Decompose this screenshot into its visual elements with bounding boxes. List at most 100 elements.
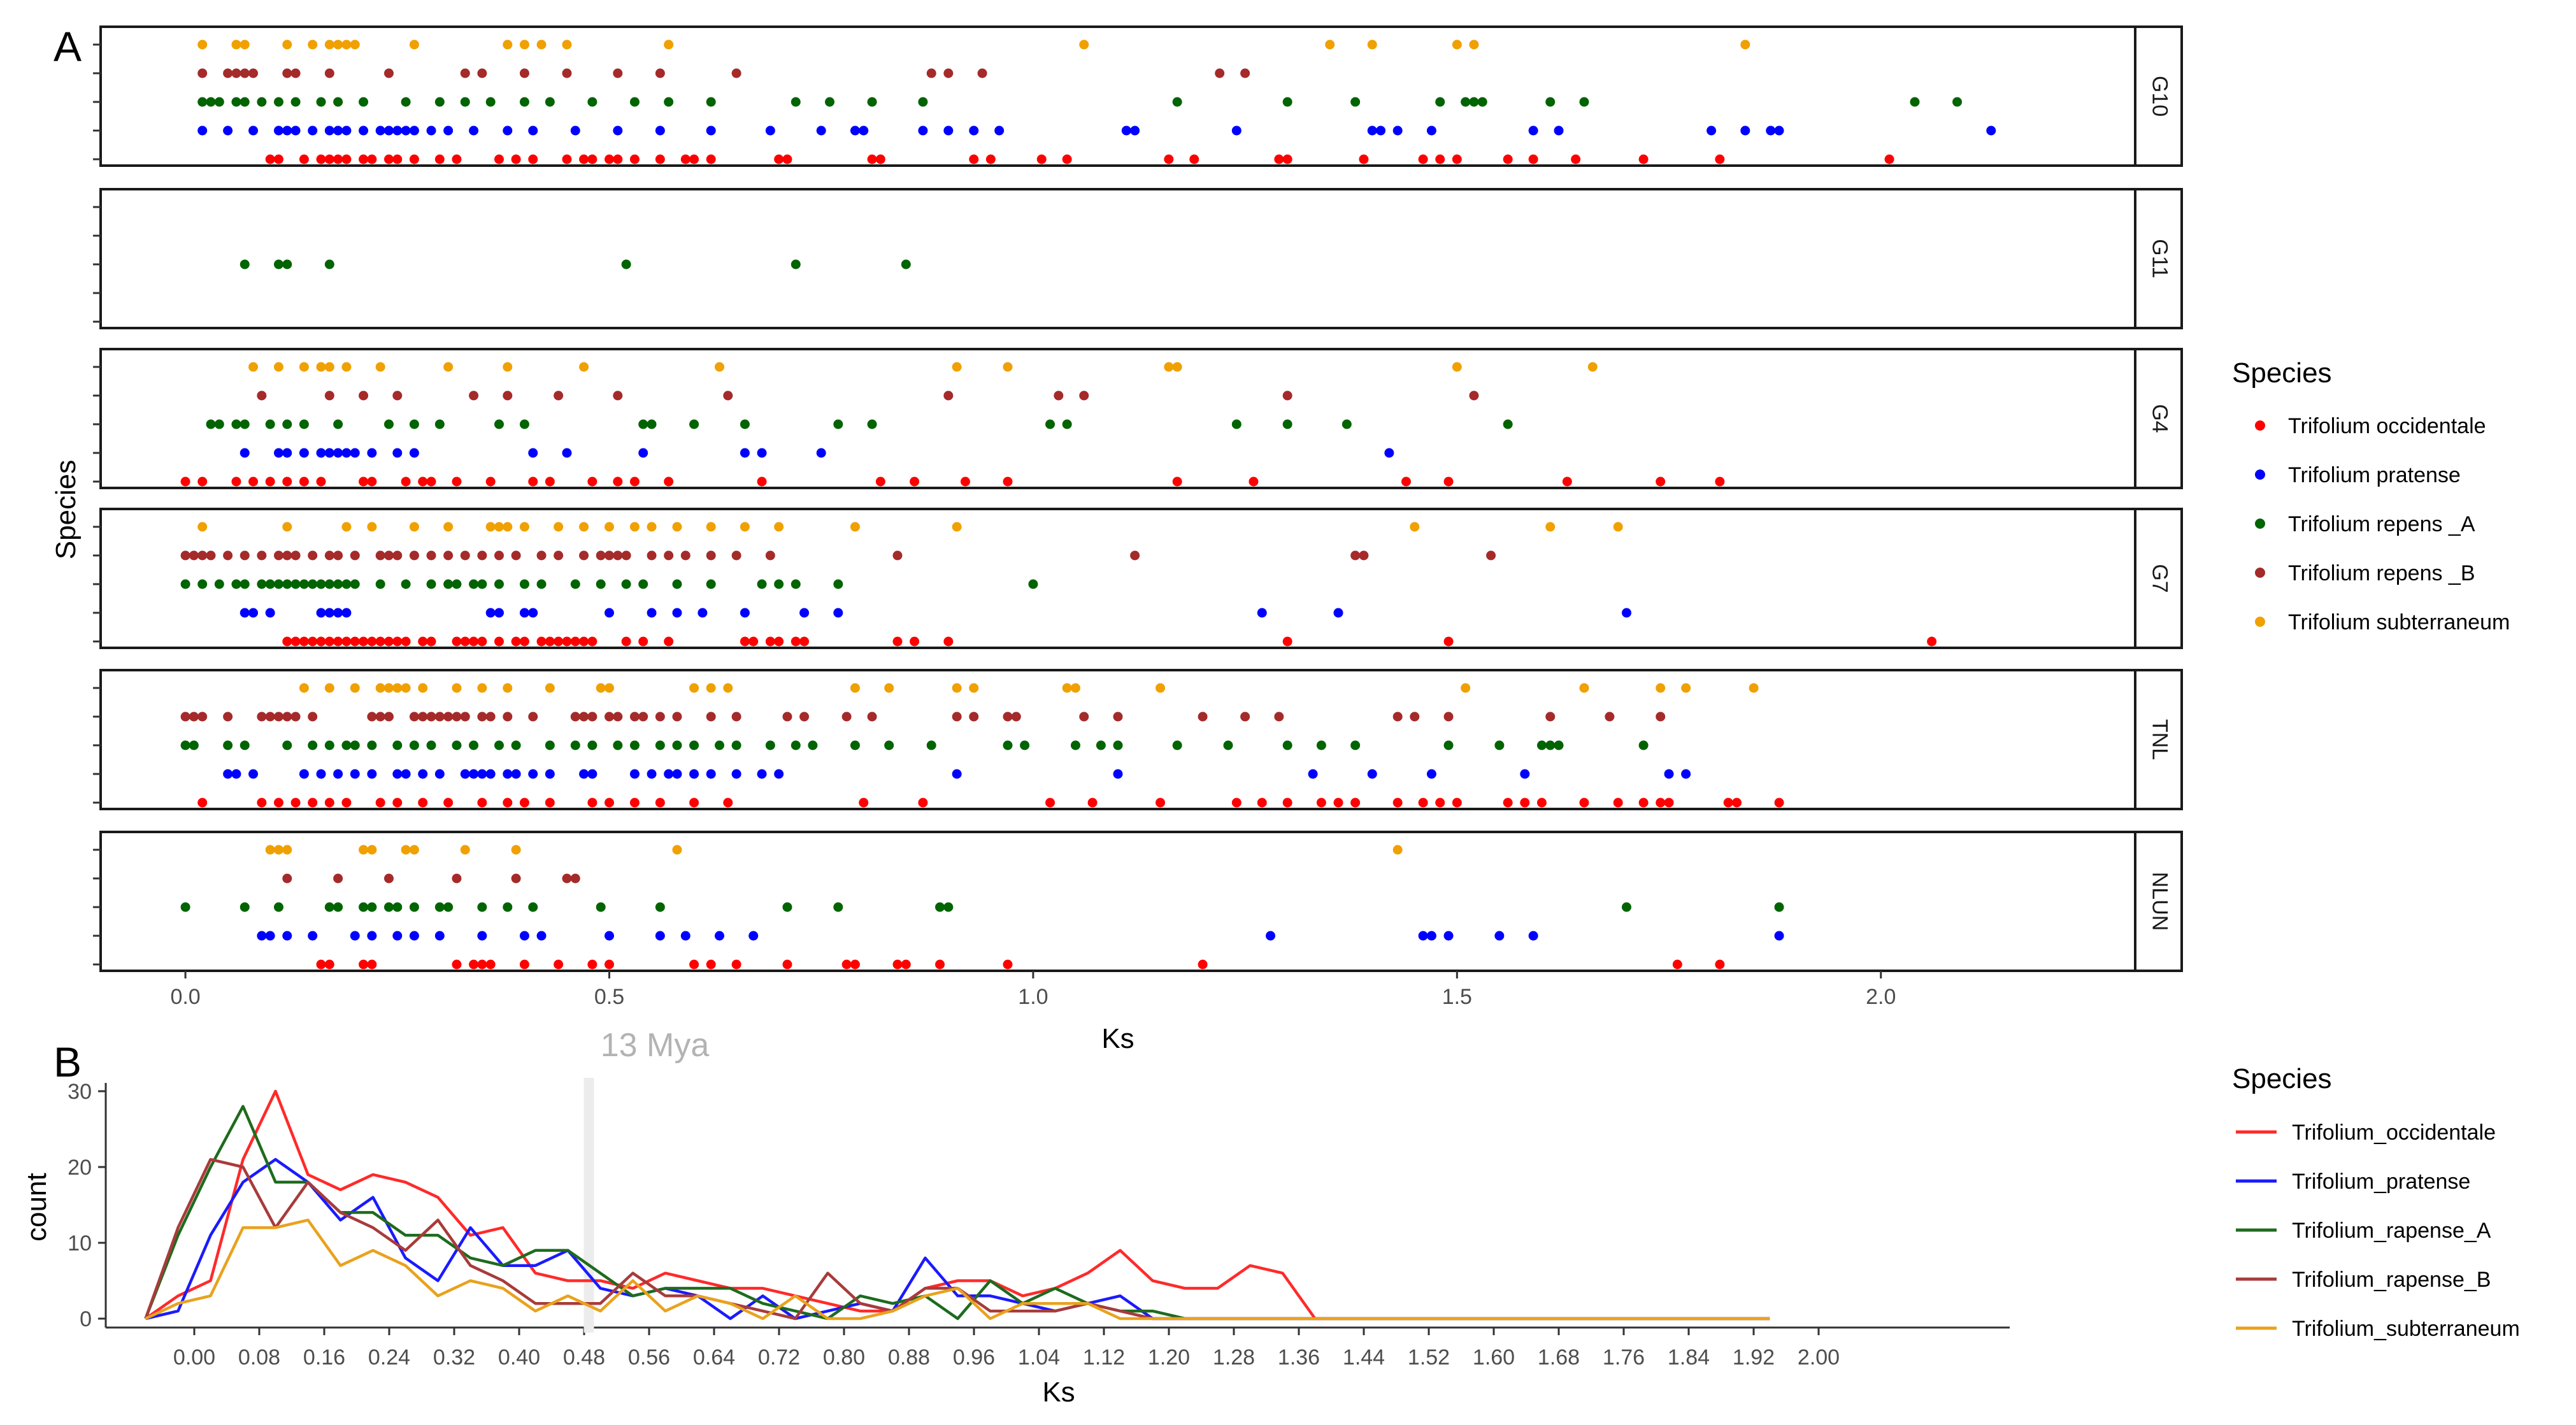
legend-swatch [2255, 617, 2265, 627]
point-repens_B [223, 712, 233, 722]
point-repens_A [1003, 740, 1013, 750]
point-repens_B [452, 873, 462, 884]
point-subterraneum [774, 522, 784, 532]
point-occidentale [1562, 476, 1572, 487]
point-subterraneum [282, 39, 292, 50]
point-pratense [1528, 125, 1538, 136]
point-subterraneum [308, 39, 318, 50]
point-occidentale [587, 798, 597, 808]
point-pratense [240, 448, 250, 458]
point-repens_B [570, 712, 580, 722]
point-repens_B [265, 712, 275, 722]
point-occidentale [359, 154, 369, 164]
point-repens_B [257, 390, 267, 401]
point-pratense [409, 448, 419, 458]
point-occidentale [1274, 154, 1284, 164]
point-repens_A [1282, 740, 1292, 750]
point-repens_A [333, 579, 343, 589]
point-repens_A [1020, 740, 1030, 750]
point-repens_A [206, 97, 216, 107]
point-pratense [350, 448, 360, 458]
point-occidentale [723, 798, 733, 808]
point-pratense [409, 125, 419, 136]
point-repens_A [519, 419, 529, 429]
point-occidentale [452, 154, 462, 164]
x-tick-label: 2.00 [1798, 1345, 1840, 1370]
point-occidentale [1359, 154, 1369, 164]
point-repens_B [511, 550, 521, 561]
facet-strip-label: G10 [2148, 76, 2172, 117]
point-subterraneum [443, 522, 454, 532]
point-occidentale [799, 636, 810, 647]
point-repens_B [613, 390, 623, 401]
point-repens_A [333, 902, 343, 912]
point-occidentale [545, 798, 555, 808]
point-pratense [647, 769, 657, 779]
point-pratense [519, 931, 529, 941]
point-occidentale [943, 636, 954, 647]
point-pratense [765, 125, 775, 136]
point-repens_A [341, 579, 352, 589]
point-repens_A [434, 97, 445, 107]
point-pratense [316, 608, 326, 618]
point-repens_B [680, 550, 691, 561]
point-repens_A [299, 419, 309, 429]
x-tick-label: 1.36 [1278, 1345, 1320, 1370]
point-pratense [273, 125, 283, 136]
point-repens_A [935, 902, 945, 912]
point-repens_B [731, 550, 741, 561]
point-occidentale [1045, 798, 1055, 808]
point-repens_B [197, 550, 208, 561]
point-subterraneum [1410, 522, 1420, 532]
point-pratense [943, 125, 954, 136]
point-subterraneum [1156, 683, 1166, 693]
legend-label: Trifolium repens _A [2288, 512, 2475, 536]
point-repens_B [282, 68, 292, 78]
facet-strip [2134, 188, 2183, 329]
point-repens_B [197, 712, 208, 722]
point-repens_B [434, 712, 445, 722]
point-repens_A [511, 740, 521, 750]
point-pratense [282, 448, 292, 458]
point-repens_A [943, 902, 954, 912]
point-repens_A [223, 740, 233, 750]
point-occidentale [629, 476, 640, 487]
point-occidentale [452, 959, 462, 970]
point-pratense [1130, 125, 1140, 136]
point-occidentale [367, 154, 377, 164]
point-occidentale [434, 154, 445, 164]
point-pratense [434, 931, 445, 941]
point-occidentale [850, 959, 860, 970]
point-occidentale [265, 476, 275, 487]
point-repens_B [460, 712, 470, 722]
point-repens_B [282, 712, 292, 722]
point-pratense [1257, 608, 1267, 618]
panel-b-y-axis-title: count [21, 1173, 52, 1242]
point-repens_B [223, 68, 233, 78]
y-tick-label: 10 [68, 1231, 92, 1256]
point-pratense [223, 769, 233, 779]
point-repens_A [273, 579, 283, 589]
point-occidentale [299, 636, 309, 647]
point-subterraneum [265, 845, 275, 855]
point-repens_A [570, 740, 580, 750]
facet-strip [2134, 508, 2183, 649]
point-repens_B [409, 550, 419, 561]
point-occidentale [935, 959, 945, 970]
point-occidentale [782, 154, 792, 164]
point-subterraneum [350, 39, 360, 50]
point-occidentale [562, 636, 572, 647]
legend-label: Trifolium_rapense_B [2292, 1268, 2491, 1292]
legend-swatch [2255, 519, 2265, 529]
point-repens_B [324, 68, 334, 78]
point-repens_B [867, 712, 877, 722]
point-repens_A [1545, 97, 1556, 107]
point-repens_A [1350, 740, 1361, 750]
point-repens_B [969, 712, 979, 722]
point-pratense [698, 608, 708, 618]
point-subterraneum [485, 522, 496, 532]
point-subterraneum [1325, 39, 1335, 50]
point-repens_B [1130, 550, 1140, 561]
point-subterraneum [850, 522, 860, 532]
point-pratense [282, 125, 292, 136]
